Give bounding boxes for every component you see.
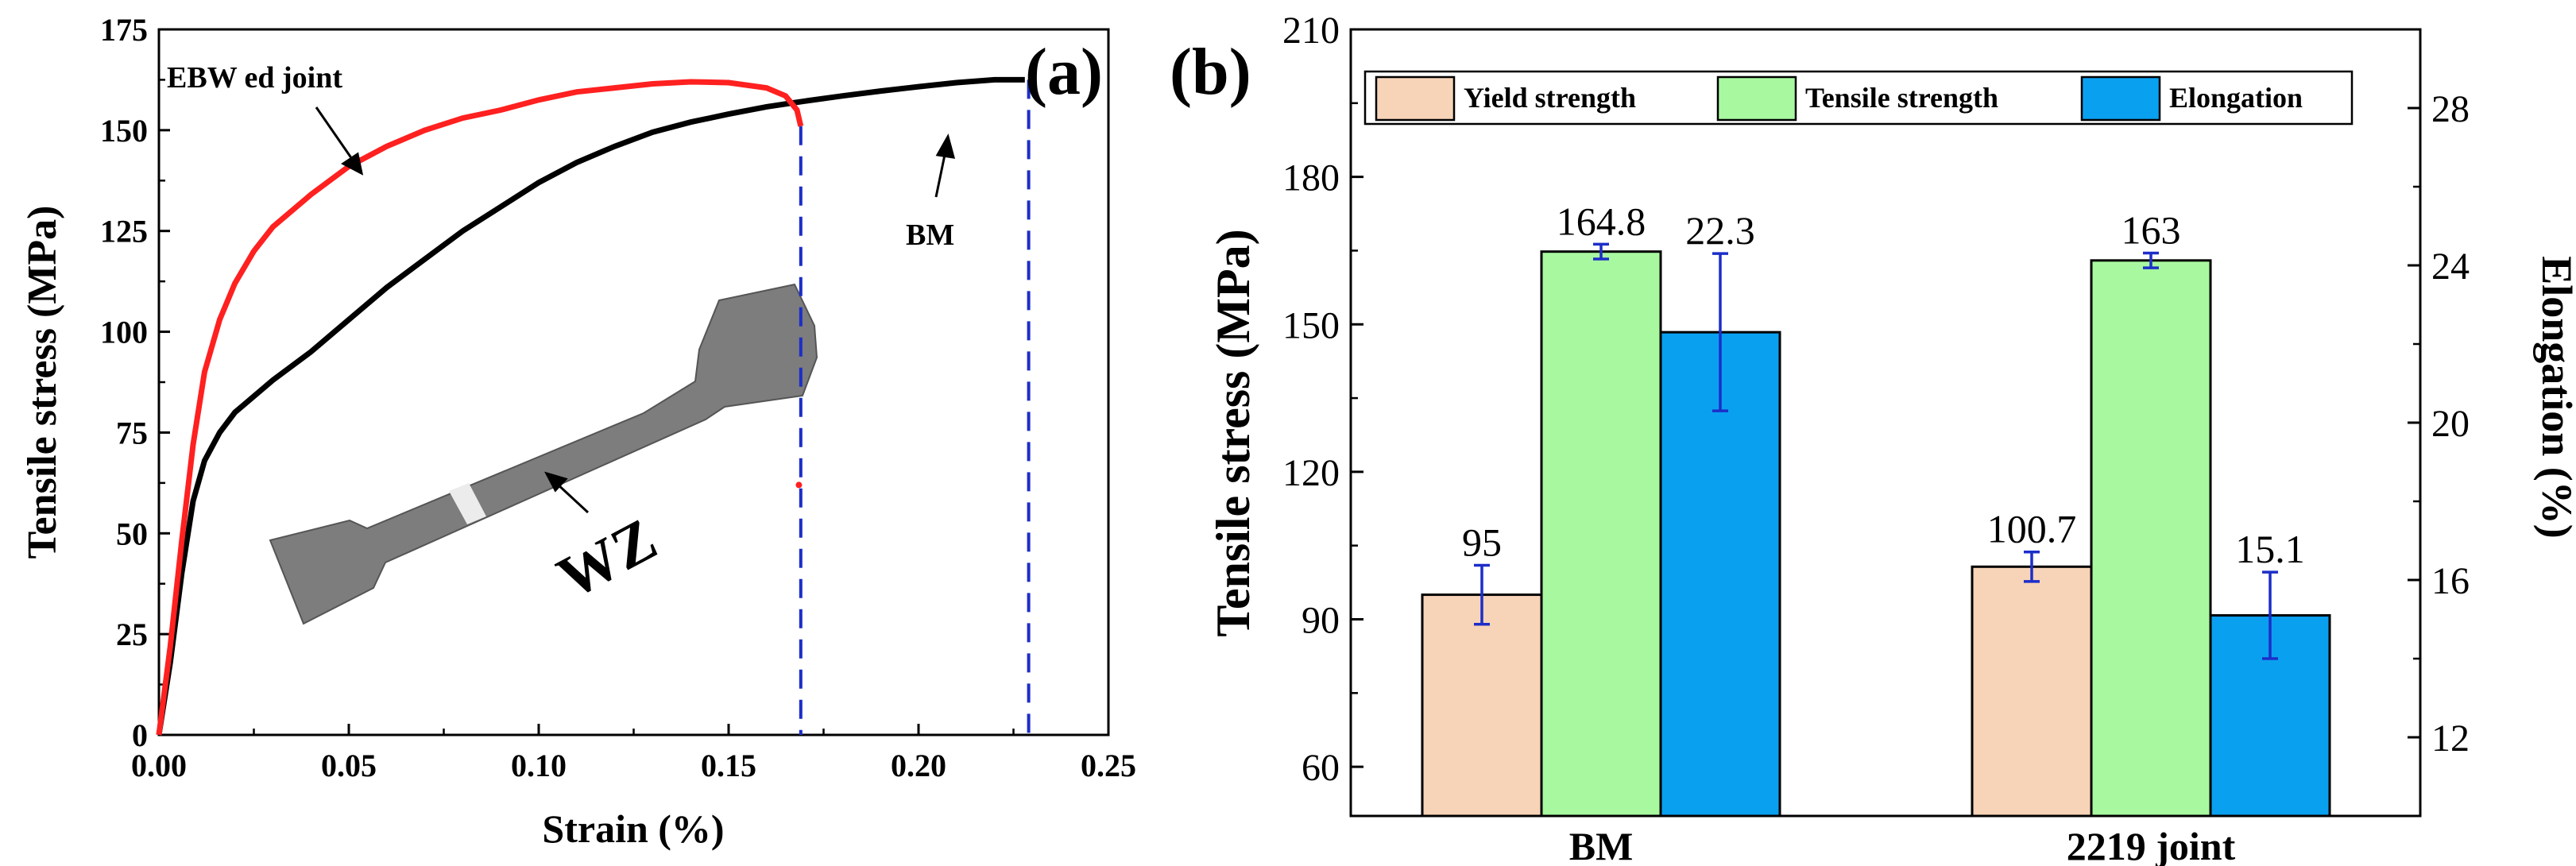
annotation-arrows [315, 106, 956, 514]
a-y-tick-label: 125 [100, 214, 148, 249]
b-left-tick-label: 60 [1302, 747, 1340, 789]
b-right-tick-label: 28 [2431, 88, 2470, 130]
joint-stress-strain-curve [156, 79, 804, 736]
bar-elongation [1659, 331, 1781, 818]
legend-label-yield: Yield strength [1464, 82, 1636, 114]
specimen-shape [269, 283, 818, 625]
bm-arrow-head [935, 133, 956, 159]
b-right-tick-label: 12 [2431, 717, 2470, 760]
panel-b: 60 90 120 150 180 210 12 16 20 24 28 BM 2219 joint 9… [1170, 10, 2576, 866]
legend-label-elongation: Elongation [2169, 82, 2303, 114]
a-y-tick-label: 150 [100, 113, 148, 149]
bar-yield-strength [1971, 565, 2093, 818]
panel-b-label: (b) [1170, 35, 1251, 109]
bm-arrow-line [934, 150, 947, 198]
ebw-arrow-head [341, 152, 364, 176]
legend-swatch-elongation [2080, 75, 2161, 122]
joint-fracture-point [795, 481, 803, 489]
legend: Yield strength Tensile strength Elongati… [1363, 70, 2354, 126]
panel-b-bars: 95 164.8 22.3 100.7 163 15.1 [1421, 199, 2331, 818]
panel-a-plot-frame [157, 28, 1110, 736]
legend-swatch-yield [1375, 75, 1456, 122]
a-x-tick-label: 0.25 [1081, 748, 1136, 783]
annotation-wz: WZ [547, 505, 667, 612]
b-left-tick-label: 90 [1302, 600, 1340, 642]
a-y-tick-label: 50 [116, 516, 148, 551]
bar-tensile-strength [2090, 259, 2212, 818]
panel-b-ylabel-right: Elongation (%) [2533, 256, 2576, 539]
a-x-tick-label: 0.05 [321, 748, 377, 783]
bar-yield-strength [1421, 593, 1543, 818]
panel-a-xlabel: Strain (%) [542, 806, 724, 851]
bm-stress-strain-curve [156, 76, 1025, 736]
annotation-ebw-joint: EBW ed joint [167, 61, 342, 95]
a-y-tick-label: 25 [116, 617, 148, 652]
b-left-tick-label: 210 [1282, 10, 1340, 52]
ebw-arrow-line [315, 106, 355, 162]
a-y-tick-label: 175 [100, 12, 148, 48]
wz-arrow-line [555, 481, 590, 514]
a-x-tick-label: 0.10 [511, 748, 567, 783]
b-right-tick-label: 24 [2431, 245, 2470, 288]
legend-label-tensile: Tensile strength [1805, 82, 1998, 114]
a-x-tick-label: 0.00 [131, 748, 187, 783]
specimen-weld-zone [449, 483, 486, 524]
a-y-tick-label: 75 [116, 415, 148, 450]
bar-value-label: 164.8 [1557, 199, 1646, 243]
a-y-tick-label: 100 [100, 315, 148, 350]
b-left-tick-label: 180 [1282, 157, 1340, 199]
a-y-tick-label: 0 [132, 717, 148, 753]
panel-b-ticks: 60 90 120 150 180 210 12 16 20 24 28 BM 2219 joint [1282, 10, 2470, 866]
b-category-label: 2219 joint [2067, 824, 2236, 866]
b-left-tick-label: 120 [1282, 452, 1340, 494]
panel-a-ylabel: Tensile stress (MPa) [20, 206, 65, 559]
wz-arrow-head [544, 471, 568, 493]
a-x-tick-label: 0.15 [701, 748, 756, 783]
panel-a-label: (a) [1025, 35, 1103, 109]
bar-value-label: 95 [1462, 520, 1502, 564]
bar-value-label: 22.3 [1685, 208, 1755, 253]
b-right-tick-label: 16 [2431, 560, 2470, 602]
b-right-tick-label: 20 [2431, 403, 2470, 445]
b-category-label: BM [1569, 824, 1634, 866]
legend-swatch-tensile [1716, 75, 1797, 122]
a-x-tick-label: 0.20 [891, 748, 946, 783]
b-left-tick-label: 150 [1282, 304, 1340, 346]
bar-value-label: 163 [2122, 208, 2181, 253]
bar-tensile-strength [1540, 250, 1662, 818]
legend-frame [1363, 70, 2354, 126]
panel-b-ylabel-left: Tensile stress (MPa) [1207, 229, 1259, 636]
bar-value-label: 15.1 [2235, 527, 2305, 571]
panel-a-ticks: 0.00 0.05 0.10 0.15 0.20 0.25 0 25 50 75 100 125 150… [100, 12, 1136, 783]
specimen-photo [269, 283, 818, 625]
annotation-bm: BM [906, 218, 954, 252]
bar-value-label: 100.7 [1987, 507, 2077, 551]
panel-a: 0.00 0.05 0.10 0.15 0.20 0.25 0 25 50 75 100 125 150… [20, 12, 1136, 851]
